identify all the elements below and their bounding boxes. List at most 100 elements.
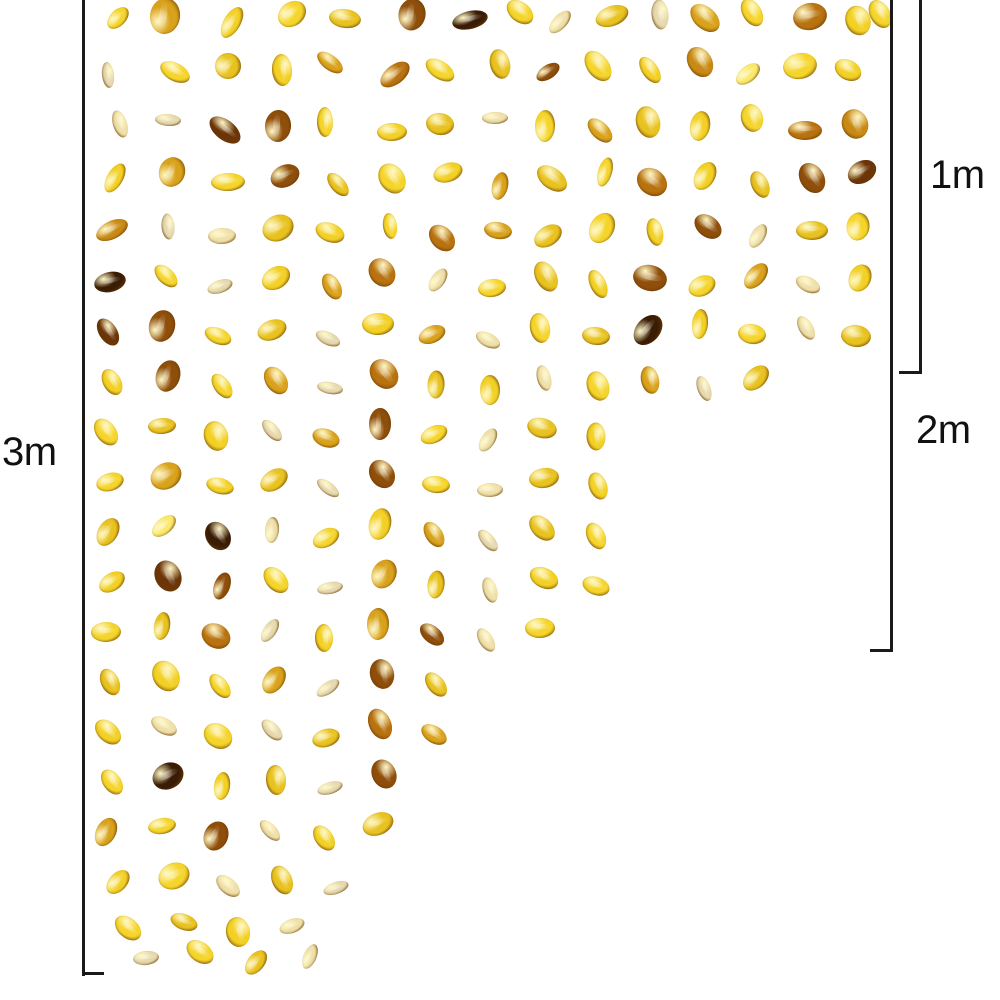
particle-ellipse [693, 373, 715, 403]
particle-sheen [698, 215, 720, 234]
particle-ellipse [366, 607, 390, 641]
particle-sheen [373, 611, 380, 637]
particle-sheen [480, 430, 495, 449]
particle-ellipse [100, 160, 130, 196]
particle-sheen [153, 312, 167, 339]
particle-sheen [104, 670, 118, 693]
particle-sheen [207, 725, 231, 744]
particle-sheen [319, 782, 340, 792]
particle-sheen [365, 815, 390, 830]
particle-sheen [268, 519, 274, 540]
particle-sheen [540, 166, 565, 187]
scale-bar-2m-label: 2m [916, 408, 971, 452]
particle-sheen [214, 177, 241, 184]
particle-ellipse [205, 670, 235, 702]
particle-sheen [157, 1, 169, 30]
particle-ellipse [257, 715, 287, 745]
particle-sheen [264, 420, 281, 438]
particle-ellipse [688, 158, 722, 194]
particle-sheen [315, 430, 338, 443]
particle-ellipse [97, 365, 127, 399]
particle-ellipse [631, 162, 673, 202]
particle-sheen [382, 63, 406, 83]
particle-ellipse [323, 168, 353, 200]
particle-sheen [163, 159, 178, 184]
particle-sheen [420, 326, 443, 340]
particle-sheen [642, 58, 660, 80]
particle-sheen [108, 8, 126, 26]
particle-ellipse [690, 308, 710, 340]
particle-sheen [259, 322, 284, 336]
particle-ellipse [583, 208, 621, 248]
particle-sheen [375, 411, 382, 437]
particle-ellipse [154, 857, 194, 895]
particle-sheen [530, 421, 555, 433]
particle-sheen [217, 775, 225, 797]
particle-sheen [532, 472, 556, 481]
particle-ellipse [502, 0, 538, 30]
particle-ellipse [366, 656, 398, 692]
particle-ellipse [361, 312, 395, 336]
particle-ellipse [264, 764, 288, 796]
particle-ellipse [533, 59, 563, 85]
particle-ellipse [95, 566, 129, 598]
particle-ellipse [839, 323, 873, 349]
particle-ellipse [430, 158, 466, 186]
particle-ellipse [644, 216, 666, 248]
particle-ellipse [151, 610, 173, 642]
particle-sheen [98, 520, 115, 543]
particle-ellipse [198, 717, 238, 755]
particle-sheen [804, 165, 823, 190]
particle-sheen [316, 827, 334, 848]
particle-ellipse [212, 771, 232, 801]
particle-ellipse [263, 109, 293, 143]
particle-ellipse [649, 0, 671, 30]
particle-sheen [262, 821, 279, 838]
particle-ellipse [254, 315, 290, 345]
particle-sheen [159, 362, 174, 389]
particle-sheen [104, 771, 122, 792]
particle-ellipse [415, 618, 449, 650]
particle-ellipse [207, 227, 237, 245]
particle-sheen [690, 278, 713, 292]
particle-sheen [106, 64, 112, 85]
particle-ellipse [421, 53, 459, 87]
particle-ellipse [92, 214, 132, 246]
particle-ellipse [298, 941, 322, 971]
particle-ellipse [417, 420, 451, 448]
particle-ellipse [154, 113, 182, 127]
particle-sheen [480, 530, 497, 548]
particle-sheen [496, 51, 507, 76]
particle-sheen [838, 61, 860, 77]
particle-ellipse [313, 675, 343, 701]
particle-sheen [429, 60, 453, 78]
particle-ellipse [632, 103, 664, 141]
particle-sheen [377, 761, 394, 785]
particle-sheen [209, 480, 232, 490]
particle-ellipse [240, 945, 272, 979]
particle-sheen [154, 766, 180, 783]
particle-sheen [160, 866, 186, 883]
particle-ellipse [272, 0, 312, 33]
particle-sheen [641, 170, 665, 191]
particle-sheen [431, 573, 439, 595]
particle-ellipse [425, 568, 447, 600]
particle-ellipse [524, 510, 560, 546]
particle-ellipse [482, 219, 514, 241]
particle-ellipse [781, 50, 819, 82]
particle-sheen [135, 954, 156, 960]
particle-ellipse [796, 220, 828, 240]
particle-ellipse [100, 61, 116, 89]
particle-sheen [374, 259, 393, 283]
particle-ellipse [793, 313, 819, 343]
particle-sheen [528, 623, 552, 630]
particle-ellipse [424, 110, 456, 138]
particle-sheen [212, 675, 230, 695]
particle-ellipse [309, 523, 343, 553]
particle-sheen [643, 108, 656, 135]
particle-sheen [166, 215, 172, 236]
particle-ellipse [689, 208, 727, 244]
particle-ellipse [634, 53, 666, 87]
particle-sheen [332, 12, 358, 21]
particle-sheen [158, 662, 177, 688]
